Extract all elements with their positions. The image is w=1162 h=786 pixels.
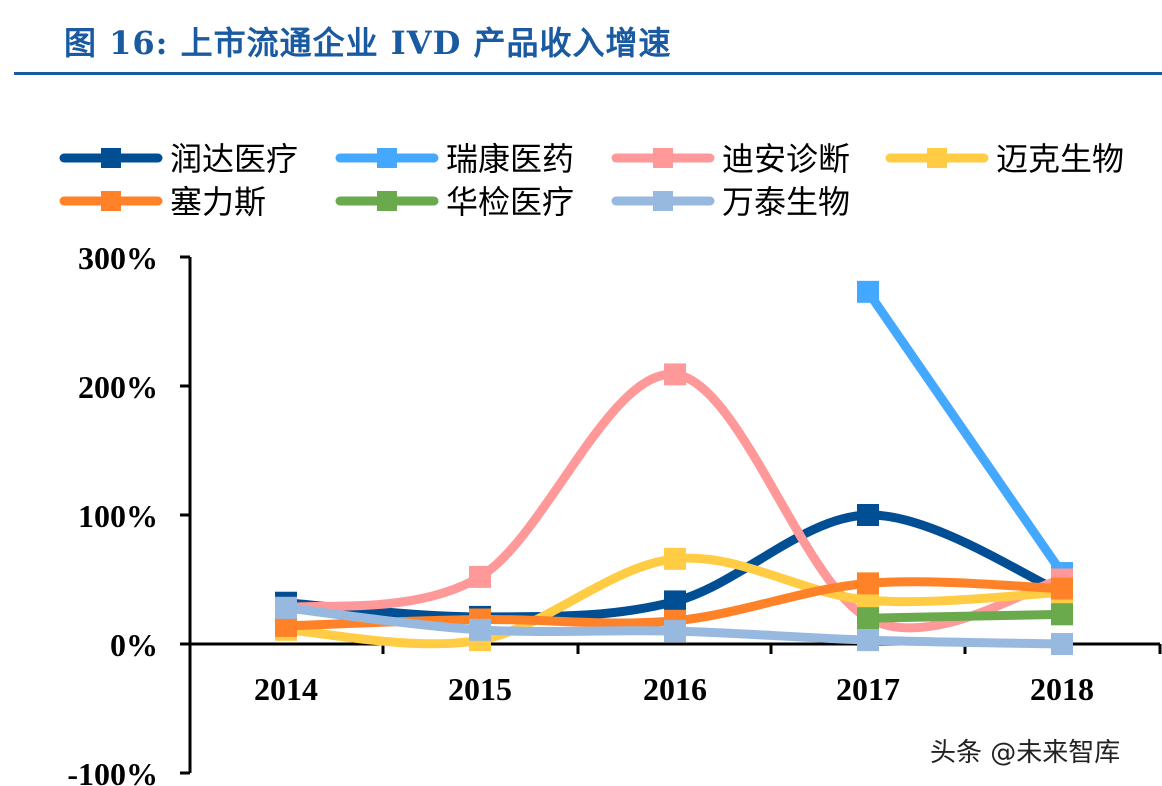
y-tick-label: 200% (78, 369, 158, 405)
data-point (469, 565, 491, 588)
legend-label: 润达医疗 (170, 140, 298, 178)
legend-item: 迪安诊断 (611, 140, 850, 178)
data-point (857, 504, 879, 526)
legend-item: 华检医疗 (335, 183, 574, 221)
y-tick-label: -100% (67, 756, 158, 786)
data-point (1051, 603, 1073, 626)
series-line (864, 289, 1066, 576)
data-point (664, 363, 686, 386)
legend-item: 万泰生物 (611, 183, 850, 221)
data-point (857, 572, 879, 595)
x-tick-label: 2014 (254, 671, 318, 707)
legend-label: 迈克生物 (996, 140, 1124, 178)
data-point (275, 614, 297, 637)
data-point (664, 590, 686, 613)
legend-item: 瑞康医药 (335, 140, 574, 178)
series-2 (275, 363, 1073, 633)
x-tick-label: 2018 (1030, 671, 1094, 707)
series-5 (857, 603, 1073, 630)
legend-marker (377, 148, 397, 168)
legend-marker (927, 148, 947, 168)
legend-label: 迪安诊断 (722, 140, 850, 178)
data-point (469, 618, 491, 641)
legend-item: 润达医疗 (59, 140, 298, 178)
legend-label: 华检医疗 (446, 183, 574, 221)
data-point (1051, 633, 1073, 655)
legend-marker (377, 191, 397, 211)
legend-marker (653, 191, 673, 211)
data-point (857, 629, 879, 652)
data-point (857, 607, 879, 630)
watermark: 头条 @未来智库 (930, 738, 1121, 768)
data-point (664, 547, 686, 570)
data-point (664, 620, 686, 643)
series-6 (275, 596, 1073, 655)
data-point (857, 280, 879, 303)
legend-marker (101, 191, 121, 211)
y-tick-label: 0% (110, 627, 158, 663)
data-point (275, 596, 297, 619)
legend-marker (653, 148, 673, 168)
data-point (857, 589, 879, 612)
figure-title: 图 16: 上市流通企业 IVD 产品收入增速 (64, 24, 672, 62)
series-line (867, 609, 1063, 623)
legend-marker (101, 148, 121, 168)
x-tick-label: 2016 (643, 671, 707, 707)
series-line (285, 369, 1064, 633)
x-tick-label: 2017 (836, 671, 900, 707)
legend-item: 塞力斯 (59, 183, 266, 221)
x-tick-label: 2015 (448, 671, 512, 707)
legend-item: 迈克生物 (885, 140, 1124, 178)
y-tick-label: 300% (78, 240, 158, 276)
legend-label: 塞力斯 (170, 183, 266, 221)
data-point (1051, 577, 1073, 600)
y-tick-label: 100% (78, 498, 158, 534)
title-rule (14, 72, 1162, 75)
legend-label: 瑞康医药 (446, 140, 574, 178)
legend-label: 万泰生物 (722, 183, 850, 221)
